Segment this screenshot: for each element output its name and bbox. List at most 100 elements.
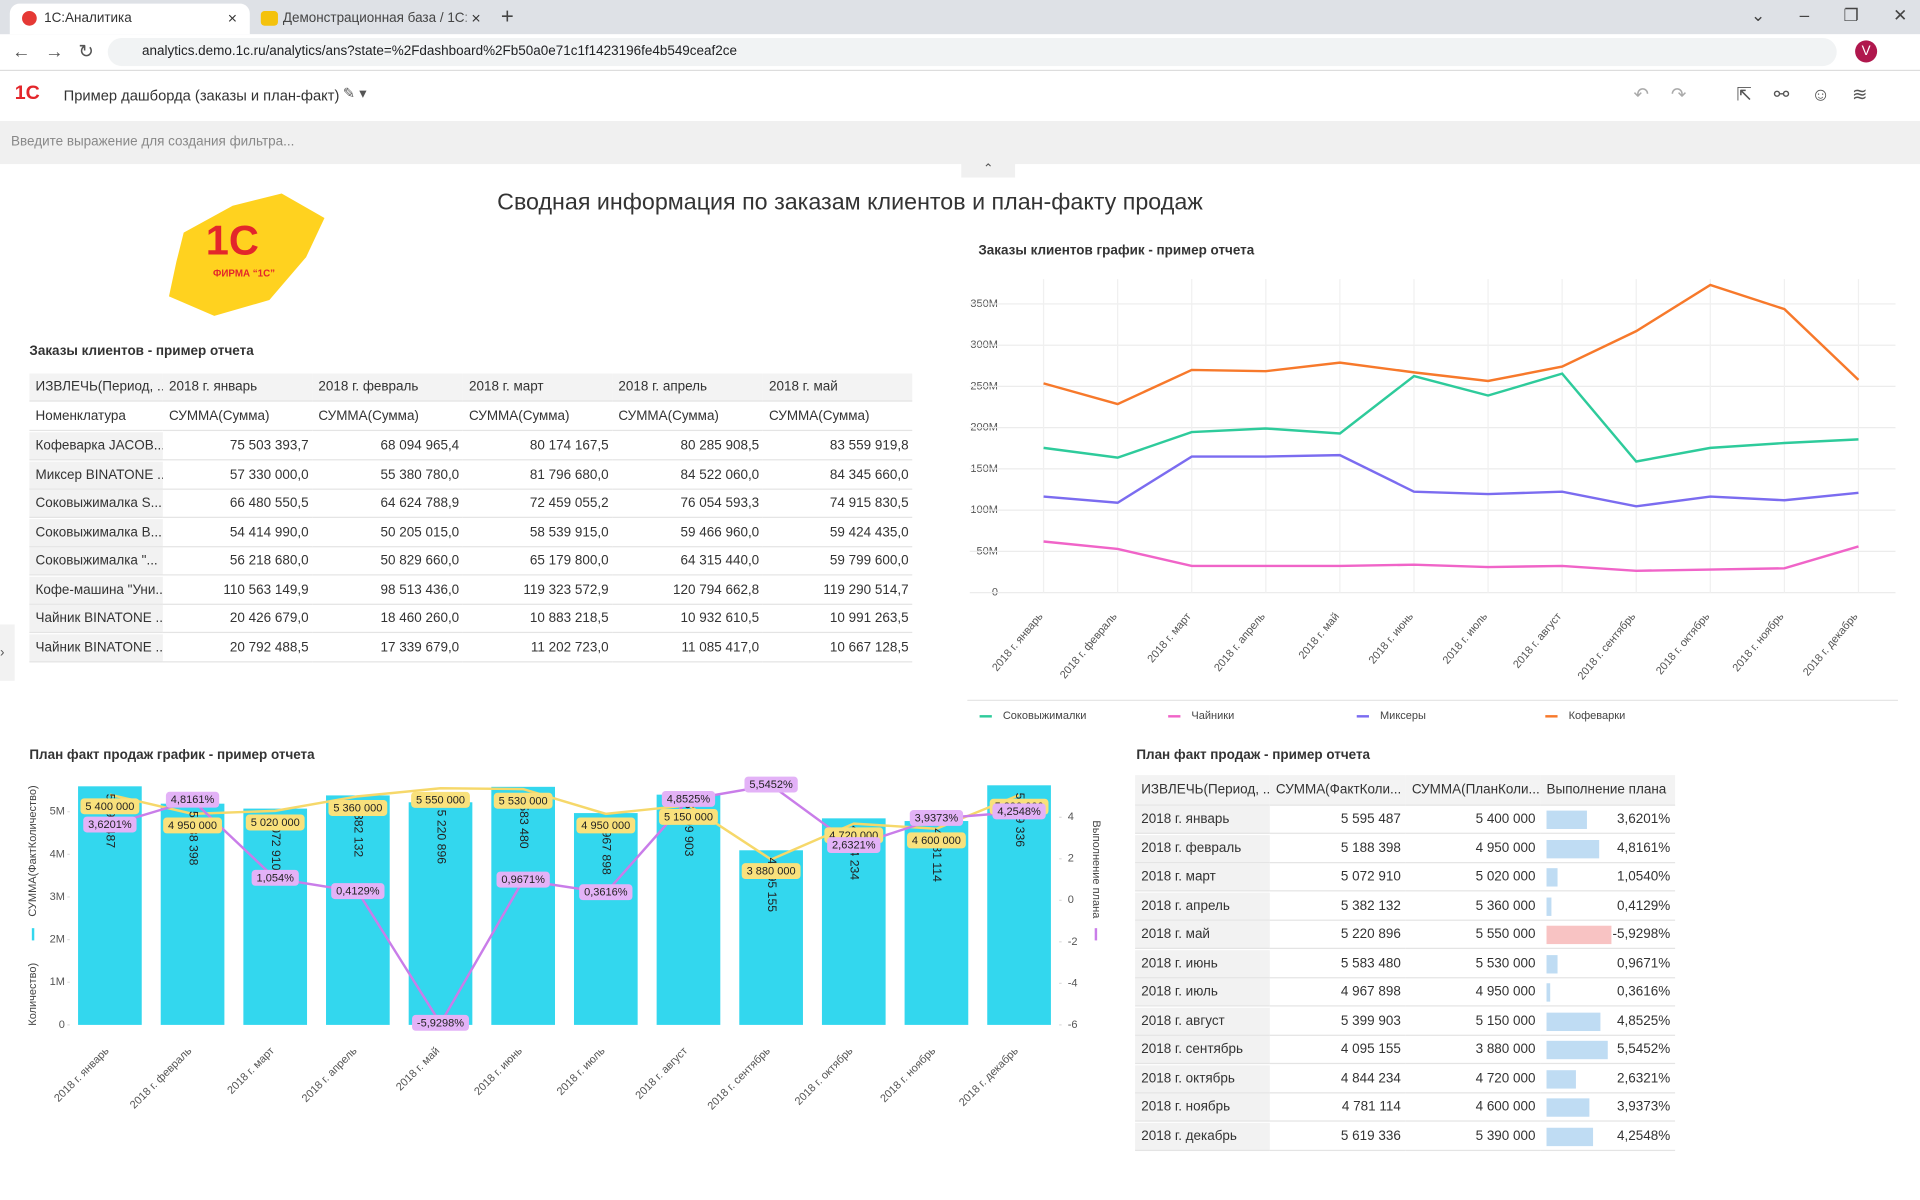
value-label: 3,9373%: [910, 810, 963, 826]
line-value-label: 2,6321%: [832, 840, 876, 852]
line-value-label: 4,2548%: [997, 806, 1041, 818]
table-cell: 74 915 830,5: [763, 490, 912, 518]
table-header-cell: СУММА(Сумма): [312, 403, 463, 431]
table-cell: 4 950 000: [1406, 834, 1541, 862]
line-value-label: -5,9298%: [417, 1017, 464, 1029]
table-cell: Соковыжималка "...: [29, 547, 162, 575]
table-cell: Кофе-машина "Уни...: [29, 576, 162, 604]
x-tick-label: 2018 г. март: [225, 1045, 277, 1097]
table-cell: 2018 г. август: [1135, 1007, 1270, 1035]
table-cell: 56 218 680,0: [163, 547, 312, 575]
table-cell: 120 794 662,8: [612, 576, 763, 604]
x-tick-label: 2018 г. август: [633, 1045, 690, 1102]
table-cell: 80 285 908,5: [612, 432, 763, 460]
table-header-cell: Номенклатура: [29, 403, 162, 431]
table-cell: 59 466 960,0: [612, 519, 763, 547]
table-header-cell: 2018 г. апрель: [612, 373, 763, 401]
table-cell: 5 188 398: [1270, 834, 1406, 862]
table-cell: 58 539 915,0: [463, 519, 612, 547]
y-tick-label: 0: [59, 1019, 65, 1031]
table-cell: 4 950 000: [1406, 978, 1541, 1006]
table-cell: 110 563 149,9: [163, 576, 312, 604]
line-value-label: 4 950 000: [168, 820, 217, 832]
table-cell: 11 085 417,0: [612, 634, 763, 662]
x-tick-label: 2018 г. ноябрь: [878, 1045, 938, 1105]
x-tick-label: 2018 г. март: [1145, 611, 1193, 665]
table-cell: 4,2548%: [1540, 1122, 1675, 1150]
x-tick-label: 2018 г. апрель: [300, 1045, 360, 1105]
x-tick-label: 2018 г. октябрь: [1654, 611, 1713, 678]
value-label: 1,054%: [252, 870, 299, 886]
table-cell: 5 072 910: [1270, 863, 1406, 891]
table-cell: 98 513 436,0: [312, 576, 463, 604]
x-tick-label: 2018 г. декабрь: [957, 1045, 1021, 1109]
table-header-cell: Выполнение плана: [1540, 775, 1675, 806]
chart-title: Заказы клиентов график - пример отчета: [978, 243, 1254, 258]
table-cell: 18 460 260,0: [312, 605, 463, 633]
table-header-cell: 2018 г. март: [463, 373, 612, 401]
value-label: 0,9671%: [497, 872, 550, 888]
line-value-label: 4,8525%: [667, 793, 711, 805]
table-header-cell: СУММА(Сумма): [463, 403, 612, 431]
table-cell: 0,9671%: [1540, 950, 1675, 978]
value-label: 5 400 000: [80, 798, 139, 814]
y-tick-label: 1M: [50, 976, 65, 988]
table-header-cell: СУММА(Сумма): [612, 403, 763, 431]
series-line: [1044, 542, 1859, 571]
table-cell: 75 503 393,7: [163, 432, 312, 460]
line-value-label: 4 950 000: [581, 820, 630, 832]
table-cell: 64 624 788,9: [312, 490, 463, 518]
table-header-cell: СУММА(Сумма): [763, 403, 912, 431]
table-cell: 2018 г. июль: [1135, 978, 1270, 1006]
x-tick-label: 2018 г. сентябрь: [1576, 611, 1639, 683]
table-cell: 65 179 800,0: [463, 547, 612, 575]
value-label: 4 600 000: [907, 832, 966, 848]
y-tick-label: 4M: [50, 848, 65, 860]
x-tick-label: 2018 г. январь: [52, 1045, 112, 1105]
x-tick-label: 2018 г. январь: [990, 611, 1046, 674]
y2-tick-label: 0: [1068, 894, 1074, 906]
line-value-label: 3,6201%: [88, 819, 132, 831]
table-cell: 68 094 965,4: [312, 432, 463, 460]
x-tick-label: 2018 г. февраль: [128, 1045, 195, 1112]
table-cell: Соковыжималка B...: [29, 519, 162, 547]
line-value-label: 5 400 000: [85, 801, 134, 813]
value-label: 2,6321%: [827, 837, 880, 853]
table-cell: 10 991 263,5: [763, 605, 912, 633]
value-label: 3 880 000: [742, 863, 801, 879]
table-cell: 4 720 000: [1406, 1065, 1541, 1093]
table-cell: 10 883 218,5: [463, 605, 612, 633]
table-cell: 4 781 114: [1270, 1093, 1406, 1121]
y2-tick-label: -2: [1068, 936, 1078, 948]
line-value-label: 0,4129%: [336, 886, 380, 898]
table-cell: 59 424 435,0: [763, 519, 912, 547]
table-cell: 2018 г. декабрь: [1135, 1122, 1270, 1150]
bar-value-label: 5 220 896: [434, 810, 448, 865]
table-header-cell: ИЗВЛЕЧЬ(Период, ...: [29, 373, 162, 401]
x-tick-label: 2018 г. май: [1297, 611, 1342, 662]
value-label: 4 950 000: [163, 818, 222, 834]
table-cell: 119 290 514,7: [763, 576, 912, 604]
table-cell: 55 380 780,0: [312, 461, 463, 489]
value-label: 4,8161%: [166, 792, 219, 808]
x-tick-label: 2018 г. декабрь: [1801, 611, 1861, 679]
table-cell: 2018 г. февраль: [1135, 834, 1270, 862]
table-cell: 5 530 000: [1406, 950, 1541, 978]
table-header-cell: 2018 г. февраль: [312, 373, 463, 401]
table-cell: 5 400 000: [1406, 806, 1541, 834]
table-cell: 4 967 898: [1270, 978, 1406, 1006]
x-tick-label: 2018 г. июнь: [472, 1045, 525, 1098]
line-value-label: 5,5452%: [749, 779, 793, 791]
y-tick-label: 3M: [50, 891, 65, 903]
table-cell: 2018 г. май: [1135, 921, 1270, 949]
table-cell: Миксер BINATONE ...: [29, 461, 162, 489]
table-cell: 3,6201%: [1540, 806, 1675, 834]
table-cell: 2018 г. апрель: [1135, 892, 1270, 920]
table-cell: 5 399 903: [1270, 1007, 1406, 1035]
table-cell: 57 330 000,0: [163, 461, 312, 489]
table-cell: 5,5452%: [1540, 1036, 1675, 1064]
value-label: 5 150 000: [659, 809, 718, 825]
table-cell: 84 522 060,0: [612, 461, 763, 489]
table-cell: 4 844 234: [1270, 1065, 1406, 1093]
